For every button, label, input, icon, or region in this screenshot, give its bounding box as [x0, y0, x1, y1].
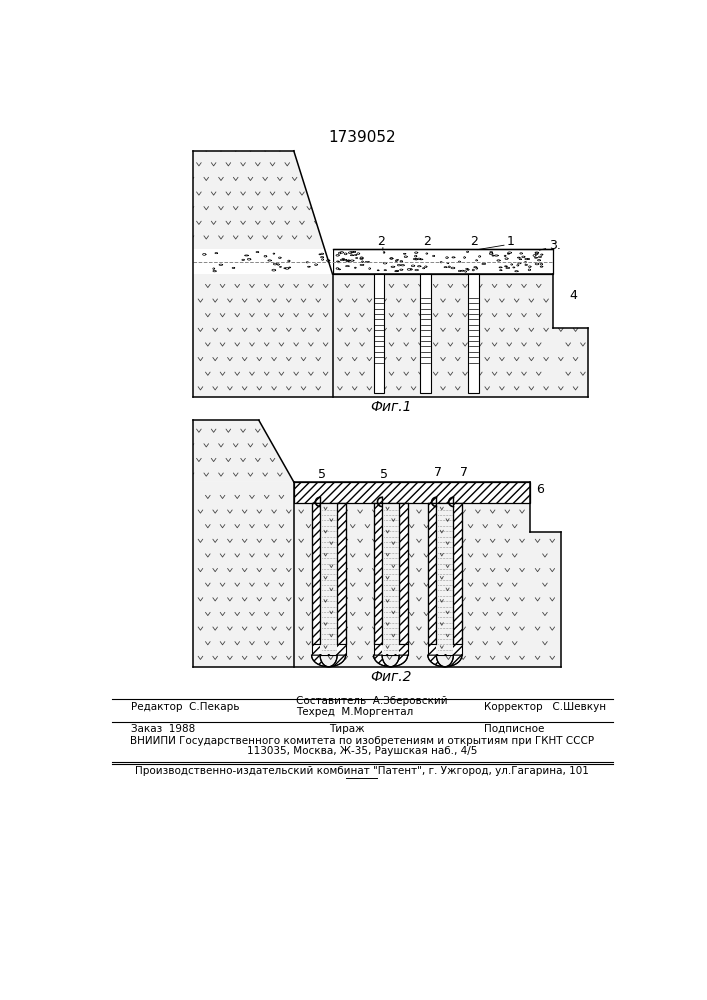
Text: 4: 4 [569, 289, 577, 302]
Polygon shape [373, 274, 385, 393]
Text: 2: 2 [378, 235, 385, 248]
Polygon shape [399, 503, 408, 644]
Polygon shape [193, 482, 293, 667]
Text: 6: 6 [537, 483, 544, 496]
Text: ВНИИПИ Государственного комитета по изобретениям и открытиям при ГКНТ СССР: ВНИИПИ Государственного комитета по изоб… [130, 736, 594, 746]
Polygon shape [428, 644, 462, 655]
Text: 2: 2 [470, 235, 478, 248]
Text: 7: 7 [434, 466, 442, 479]
Polygon shape [193, 249, 332, 274]
Polygon shape [420, 274, 431, 393]
Text: 113035, Москва, Ж-35, Раушская наб., 4/5: 113035, Москва, Ж-35, Раушская наб., 4/5 [247, 746, 477, 756]
Polygon shape [428, 655, 462, 667]
Polygon shape [453, 503, 462, 644]
Text: 5: 5 [317, 468, 326, 481]
Text: Фиг.1: Фиг.1 [370, 400, 411, 414]
Text: Производственно-издательский комбинат "Патент", г. Ужгород, ул.Гагарина, 101: Производственно-издательский комбинат "П… [135, 766, 589, 776]
Polygon shape [373, 644, 408, 655]
Text: Заказ  1988: Заказ 1988 [131, 724, 195, 734]
Polygon shape [312, 655, 346, 667]
Text: 3.: 3. [549, 239, 561, 252]
Text: Составитель  А.Зберовский: Составитель А.Зберовский [296, 696, 448, 706]
Polygon shape [312, 644, 346, 655]
Text: 1739052: 1739052 [328, 130, 396, 145]
Text: Подписное: Подписное [484, 724, 544, 734]
Polygon shape [428, 503, 436, 644]
Polygon shape [332, 274, 554, 397]
Polygon shape [382, 503, 399, 654]
Text: 5: 5 [380, 468, 387, 481]
Text: 2: 2 [423, 235, 431, 248]
Polygon shape [320, 503, 337, 654]
Polygon shape [293, 482, 530, 667]
Polygon shape [293, 482, 530, 503]
Polygon shape [373, 503, 382, 644]
Polygon shape [436, 503, 453, 654]
Text: Тираж: Тираж [329, 724, 364, 734]
Text: 7: 7 [460, 466, 468, 479]
Polygon shape [337, 503, 346, 644]
Polygon shape [312, 503, 320, 644]
Text: Фиг.2: Фиг.2 [370, 670, 411, 684]
Text: Техред  М.Моргентал: Техред М.Моргентал [296, 707, 414, 717]
Polygon shape [554, 328, 588, 397]
Polygon shape [193, 151, 332, 274]
Polygon shape [332, 249, 554, 274]
Polygon shape [193, 420, 293, 482]
Text: 1: 1 [507, 235, 515, 248]
Text: Редактор  С.Пекарь: Редактор С.Пекарь [131, 702, 240, 712]
Text: Корректор   С.Шевкун: Корректор С.Шевкун [484, 702, 606, 712]
Polygon shape [373, 655, 408, 667]
Polygon shape [530, 532, 561, 667]
Polygon shape [468, 274, 479, 393]
Polygon shape [193, 274, 332, 397]
